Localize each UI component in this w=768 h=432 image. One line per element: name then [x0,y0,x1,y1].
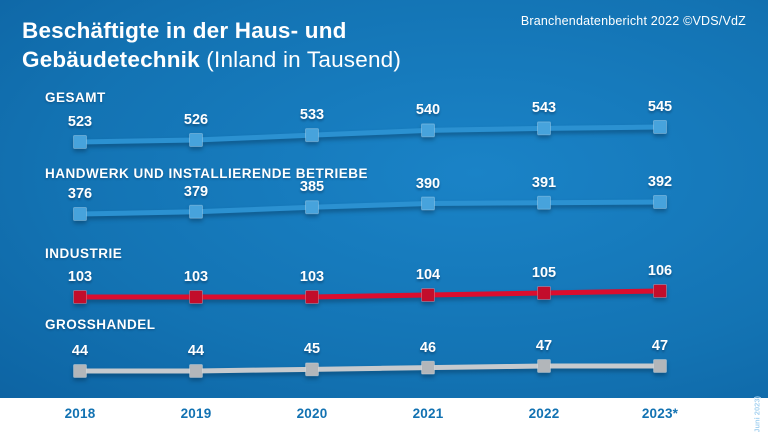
data-point-marker [73,364,87,378]
value-label: 543 [531,100,557,117]
value-label: 103 [299,269,325,285]
value-label: 390 [415,175,441,192]
value-label: 545 [647,99,673,115]
x-tick-label: 2023* [641,406,679,421]
data-point-marker [189,132,203,147]
data-point-marker [73,290,87,304]
data-point-marker [421,360,435,375]
title-line1: Beschäftigte in der Haus- und [22,18,347,43]
value-label: 45 [303,341,321,358]
value-label: 106 [647,263,673,279]
data-point-marker [653,359,667,373]
value-label: 46 [419,339,437,356]
value-label: 105 [531,265,557,281]
x-tick-label: 2021 [412,406,444,421]
value-label: 392 [647,174,673,190]
series-label-gesamt: GESAMT [45,90,106,105]
data-point-marker [73,135,87,149]
x-axis-strip: 2018 2019 2020 2021 2022 2023* [0,398,768,432]
value-label: 44 [187,343,205,359]
footnote: *aktualisierte Prognose (Quelle: B+L im … [742,396,762,432]
data-point-marker [653,284,667,298]
series-label-handwerk-und-installierende-betriebe: HANDWERK UND INSTALLIERENDE BETRIEBE [45,166,369,181]
data-point-marker [73,207,87,221]
data-point-marker [305,128,319,143]
value-label: 540 [415,102,441,119]
title-line2-light: (Inland in Tausend) [199,47,402,72]
value-label: 533 [299,107,325,124]
series-label-industrie: INDUSTRIE [45,246,123,261]
data-point-marker [653,195,667,209]
series-handwerk-und-installierende-betriebe [73,195,667,221]
series-grosshandel [73,359,667,378]
title-line2-bold: Gebäudetechnik [22,47,200,72]
page-title: Beschäftigte in der Haus- und Gebäudetec… [22,16,401,74]
data-point-marker [189,204,203,219]
value-label: 104 [415,267,441,283]
value-label: 379 [183,183,209,200]
data-point-marker [537,359,551,373]
report-credit: Branchendatenbericht 2022 ©VDS/VdZ [520,14,746,28]
x-tick-label: 2018 [64,406,96,421]
data-point-marker [305,362,319,377]
value-label: 44 [71,343,89,359]
data-point-marker [421,196,435,211]
value-label: 385 [299,179,325,196]
footnote-line1: *aktualisierte Prognose [742,396,752,432]
data-point-marker [537,286,551,300]
series-line-grosshandel [80,363,660,374]
footnote-line2: (Quelle: B+L im Auftrag von VDS, VdZ, BD… [752,396,762,432]
data-point-marker [189,290,203,304]
x-tick-label: 2022 [528,406,560,421]
series-line-gesamt [79,124,661,145]
value-label: 523 [67,114,93,130]
data-point-marker [653,120,667,134]
series-line-handwerk-und-installierende-betriebe [79,199,661,217]
data-point-marker [421,288,435,302]
series-line-industrie [80,288,661,300]
x-tick-label: 2020 [296,406,328,421]
series-industrie [73,284,667,304]
x-tick-label: 2019 [180,406,212,421]
data-point-marker [305,290,319,304]
value-label: 47 [651,338,669,354]
value-label: 103 [67,269,93,285]
value-label: 526 [183,111,209,128]
value-label: 103 [183,269,209,285]
data-point-marker [537,195,551,210]
data-point-marker [305,200,319,215]
series-label-grosshandel: GROSSHANDEL [45,317,156,332]
data-point-marker [421,123,435,138]
data-point-marker [189,364,203,378]
value-label: 47 [535,338,553,354]
series-gesamt [73,120,667,149]
data-point-marker [537,121,551,136]
value-label: 391 [531,174,557,191]
value-label: 376 [67,186,93,202]
